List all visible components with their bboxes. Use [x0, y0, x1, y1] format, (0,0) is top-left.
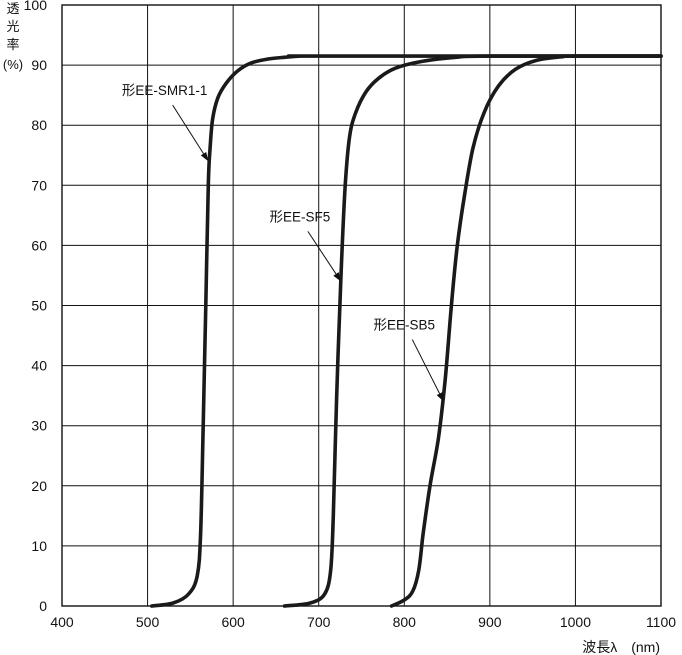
x-tick-label: 800 — [393, 614, 417, 630]
series-arrowhead-1 — [200, 151, 209, 162]
x-tick-label: 1100 — [646, 614, 676, 630]
series-line-2 — [282, 54, 663, 608]
series-label-3: 形EE-SB5 — [374, 318, 436, 333]
y-axis-label-line-2: 光 — [6, 19, 19, 34]
y-tick-label: 0 — [39, 598, 47, 614]
x-tick-label: 400 — [50, 614, 74, 630]
grid — [62, 5, 661, 606]
y-tick-label: 60 — [31, 237, 47, 253]
x-tick-label: 900 — [478, 614, 502, 630]
series-callouts: 形EE-SMR1-1 形EE-SF5 形EE-SB5 — [122, 83, 444, 402]
y-tick-label: 70 — [31, 177, 47, 193]
series-arrowhead-2 — [333, 272, 341, 282]
y-tick-label: 80 — [31, 117, 47, 133]
y-tick-label: 20 — [31, 478, 47, 494]
y-tick-label: 30 — [31, 418, 47, 434]
x-axis-label: 波長λ (nm) — [582, 639, 660, 655]
y-axis-label-line-4: (%) — [3, 57, 23, 72]
y-tick-label: 50 — [31, 298, 47, 314]
y-tick-label: 100 — [24, 0, 48, 13]
plot-frame — [61, 4, 662, 607]
series-line-3 — [389, 54, 663, 608]
x-tick-label: 500 — [136, 614, 160, 630]
x-tick-label: 1000 — [560, 614, 591, 630]
y-tick-label: 10 — [31, 538, 47, 554]
y-tick-label: 40 — [31, 358, 47, 374]
y-tick-label: 90 — [31, 57, 47, 73]
series-arrowhead-3 — [436, 392, 444, 402]
y-axis-label-line-1: 透 — [6, 1, 19, 16]
series-label-2: 形EE-SF5 — [270, 209, 331, 224]
series-label-1: 形EE-SMR1-1 — [122, 83, 208, 98]
series-leader-1 — [172, 104, 204, 154]
x-tick-label: 600 — [221, 614, 245, 630]
series-line-1 — [150, 54, 663, 608]
tick-labels: 400 500 600 700 800 900 1000 1100 0 10 20 30 40 50 60 7… — [24, 0, 677, 630]
series-curves — [150, 54, 663, 608]
series-leader-3 — [411, 339, 441, 394]
y-axis-label: 透 光 率 (%) — [3, 1, 23, 72]
x-tick-label: 700 — [307, 614, 331, 630]
y-axis-label-line-3: 率 — [6, 37, 19, 52]
series-leader-2 — [307, 231, 337, 275]
